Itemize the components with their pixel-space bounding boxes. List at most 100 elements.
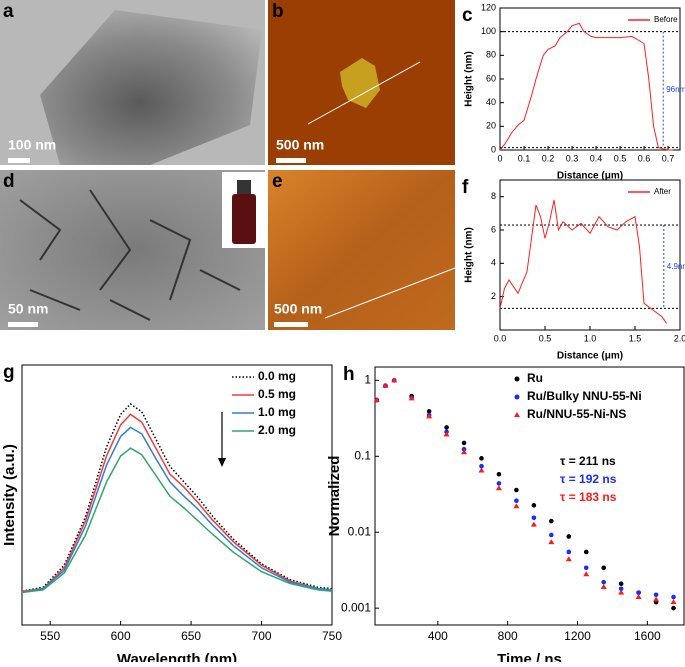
y-tick-label: 4 (491, 258, 496, 268)
y-tick-label: 40 (486, 97, 496, 107)
panel-label: d (3, 171, 15, 192)
legend-label: Ru (527, 371, 543, 385)
data-point (566, 534, 572, 539)
annotation: τ = 211 ns (560, 454, 616, 468)
scale-bar (274, 322, 308, 327)
data-point (461, 440, 467, 446)
y-axis-label: Height (nm) (464, 51, 475, 107)
x-tick-label: 0.5 (539, 333, 552, 343)
plot-frame (374, 366, 685, 626)
data-point (373, 397, 380, 403)
annotation: τ = 183 ns (560, 490, 617, 504)
data-point (566, 549, 572, 555)
y-tick-label: 120 (481, 2, 496, 12)
y-tick-label: 0 (491, 144, 496, 154)
data-point (601, 565, 606, 571)
scale-text: 500 nm (276, 137, 324, 153)
x-axis-label: Distance (μm) (557, 171, 623, 182)
profile-line (307, 61, 421, 125)
panel-label: f (462, 177, 469, 198)
data-point (600, 583, 607, 589)
annotation: τ = 192 ns (560, 472, 617, 486)
x-tick-label: 800 (498, 629, 518, 643)
data-point (408, 395, 415, 401)
data-point (618, 589, 625, 595)
x-tick-label: 0.1 (518, 153, 531, 163)
data-point (635, 594, 642, 600)
data-point (479, 463, 484, 469)
legend-label: 2.0 mg (258, 423, 296, 437)
legend-swatch (514, 394, 520, 400)
panel-label: e (272, 171, 283, 192)
legend-label: 1.0 mg (258, 405, 296, 419)
x-axis-label: Distance (μm) (557, 351, 623, 362)
profile-line (324, 267, 456, 319)
legend-swatch (514, 376, 520, 382)
data-point (565, 556, 572, 562)
trend-arrow-head (218, 458, 226, 467)
legend-label: Before (654, 15, 678, 24)
x-tick-label: 1200 (564, 629, 591, 643)
data-point (636, 590, 641, 595)
data-point (426, 409, 432, 414)
data-point (382, 382, 389, 388)
data-point (583, 571, 590, 577)
data-point (601, 579, 606, 585)
x-tick-label: 1.5 (629, 333, 642, 343)
scale-text: 50 nm (8, 301, 48, 317)
y-axis-label: Height (nm) (464, 227, 475, 283)
data-point (391, 377, 398, 383)
y-tick-label: 80 (486, 50, 496, 60)
x-tick-label: 750 (322, 629, 342, 643)
x-tick-label: 0.3 (566, 153, 579, 163)
y-tick-label: 8 (491, 191, 496, 201)
data-point (461, 446, 467, 452)
series-line (499, 199, 667, 324)
series-line (21, 426, 333, 594)
data-point (670, 599, 677, 605)
panel-label: c (462, 5, 473, 26)
annotation: 4.9nm (667, 262, 685, 271)
series-line (21, 413, 333, 592)
data-point (618, 581, 624, 586)
data-point (496, 481, 502, 486)
tem-image (0, 170, 265, 330)
legend-label: 0.0 mg (258, 369, 296, 383)
data-point (653, 596, 660, 602)
data-point (478, 467, 485, 473)
scale-text: 100 nm (8, 137, 56, 153)
legend-swatch (514, 412, 520, 417)
x-tick-label: 600 (111, 629, 131, 643)
data-point (653, 592, 659, 598)
plot-frame (499, 179, 681, 331)
data-point (514, 487, 519, 493)
legend-label: Ru/NNU-55-Ni-NS (527, 407, 626, 421)
nanosheet-texture (19, 189, 241, 321)
nanosheet (40, 10, 262, 165)
x-tick-label: 0.0 (494, 333, 507, 343)
data-point (514, 498, 519, 504)
data-point (671, 605, 676, 611)
annotation: 96nm (666, 85, 685, 94)
x-tick-label: 700 (252, 629, 272, 643)
x-tick-label: 0 (497, 153, 502, 163)
data-point (583, 565, 589, 571)
y-tick-label: 0.001 (341, 600, 371, 614)
data-point (496, 471, 502, 477)
scale-text: 500 nm (274, 301, 322, 317)
data-point (618, 586, 624, 592)
panel-label: h (343, 364, 355, 385)
series-line (21, 447, 333, 594)
vial-body (232, 194, 256, 244)
scale-bar (8, 322, 38, 327)
y-tick-label: 100 (481, 26, 496, 36)
panel-label: a (3, 1, 14, 22)
x-tick-label: 2.0 (674, 333, 685, 343)
x-tick-label: 0.4 (590, 153, 603, 163)
x-tick-label: 0.6 (638, 153, 651, 163)
y-tick-label: 2 (491, 291, 496, 301)
nanosheet (340, 58, 380, 108)
data-point (671, 594, 676, 600)
plot-frame (21, 364, 333, 626)
data-point (549, 532, 554, 538)
